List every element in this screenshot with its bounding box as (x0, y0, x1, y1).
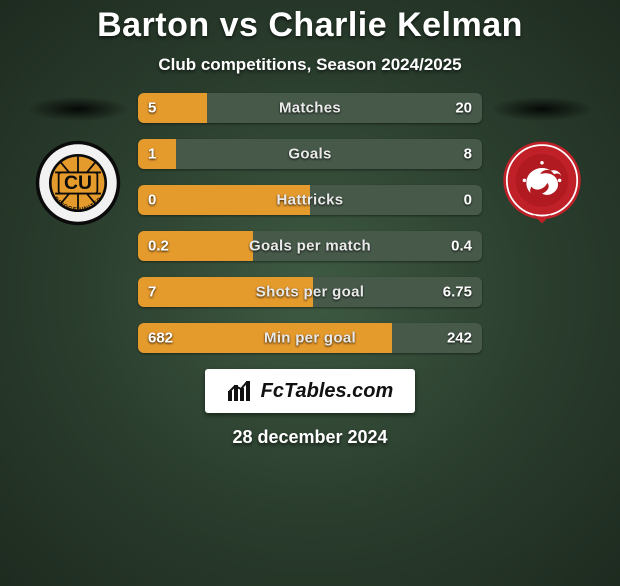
right-side (482, 93, 602, 227)
stat-right-value: 0.4 (451, 238, 472, 255)
comparison-panel: CU BRIDGE UNITED 5 20 Matches 1 8 Goals 0 0 Hatt… (0, 93, 620, 353)
stat-label: Shots per goal (256, 284, 364, 301)
stat-label: Matches (279, 100, 341, 117)
stat-label: Goals (288, 146, 331, 163)
stat-label: Hattricks (277, 192, 344, 209)
stat-row: 0 0 Hattricks (138, 185, 482, 215)
stat-left-value: 7 (148, 284, 156, 301)
stat-bars: 5 20 Matches 1 8 Goals 0 0 Hattricks 0.2 0.4 Goals … (138, 93, 482, 353)
stat-label: Min per goal (264, 330, 356, 347)
brand-text: FcTables.com (261, 380, 394, 403)
stat-right-value: 8 (464, 146, 472, 163)
brand-icon (227, 379, 253, 403)
bar-left-segment (138, 139, 176, 169)
stat-left-value: 0 (148, 192, 156, 209)
stat-left-value: 1 (148, 146, 156, 163)
stat-row: 682 242 Min per goal (138, 323, 482, 353)
stat-right-value: 20 (455, 100, 472, 117)
stat-row: 7 6.75 Shots per goal (138, 277, 482, 307)
stat-left-value: 0.2 (148, 238, 169, 255)
crest-left-initials: CU (64, 172, 92, 194)
player-shadow-left (28, 97, 128, 121)
stat-right-value: 0 (464, 192, 472, 209)
subtitle: Club competitions, Season 2024/2025 (0, 55, 620, 75)
club-crest-right (498, 139, 586, 227)
footer: FcTables.com 28 december 2024 (0, 369, 620, 448)
club-crest-left: CU BRIDGE UNITED (34, 139, 122, 227)
date-text: 28 december 2024 (232, 427, 387, 448)
brand-badge: FcTables.com (205, 369, 416, 413)
bar-right-segment (207, 93, 482, 123)
stat-row: 5 20 Matches (138, 93, 482, 123)
page-title: Barton vs Charlie Kelman (0, 6, 620, 45)
stat-label: Goals per match (249, 238, 371, 255)
stat-row: 0.2 0.4 Goals per match (138, 231, 482, 261)
stat-left-value: 5 (148, 100, 156, 117)
player-shadow-right (492, 97, 592, 121)
stat-left-value: 682 (148, 330, 173, 347)
left-side: CU BRIDGE UNITED (18, 93, 138, 227)
stat-right-value: 242 (447, 330, 472, 347)
stat-row: 1 8 Goals (138, 139, 482, 169)
stat-right-value: 6.75 (443, 284, 472, 301)
